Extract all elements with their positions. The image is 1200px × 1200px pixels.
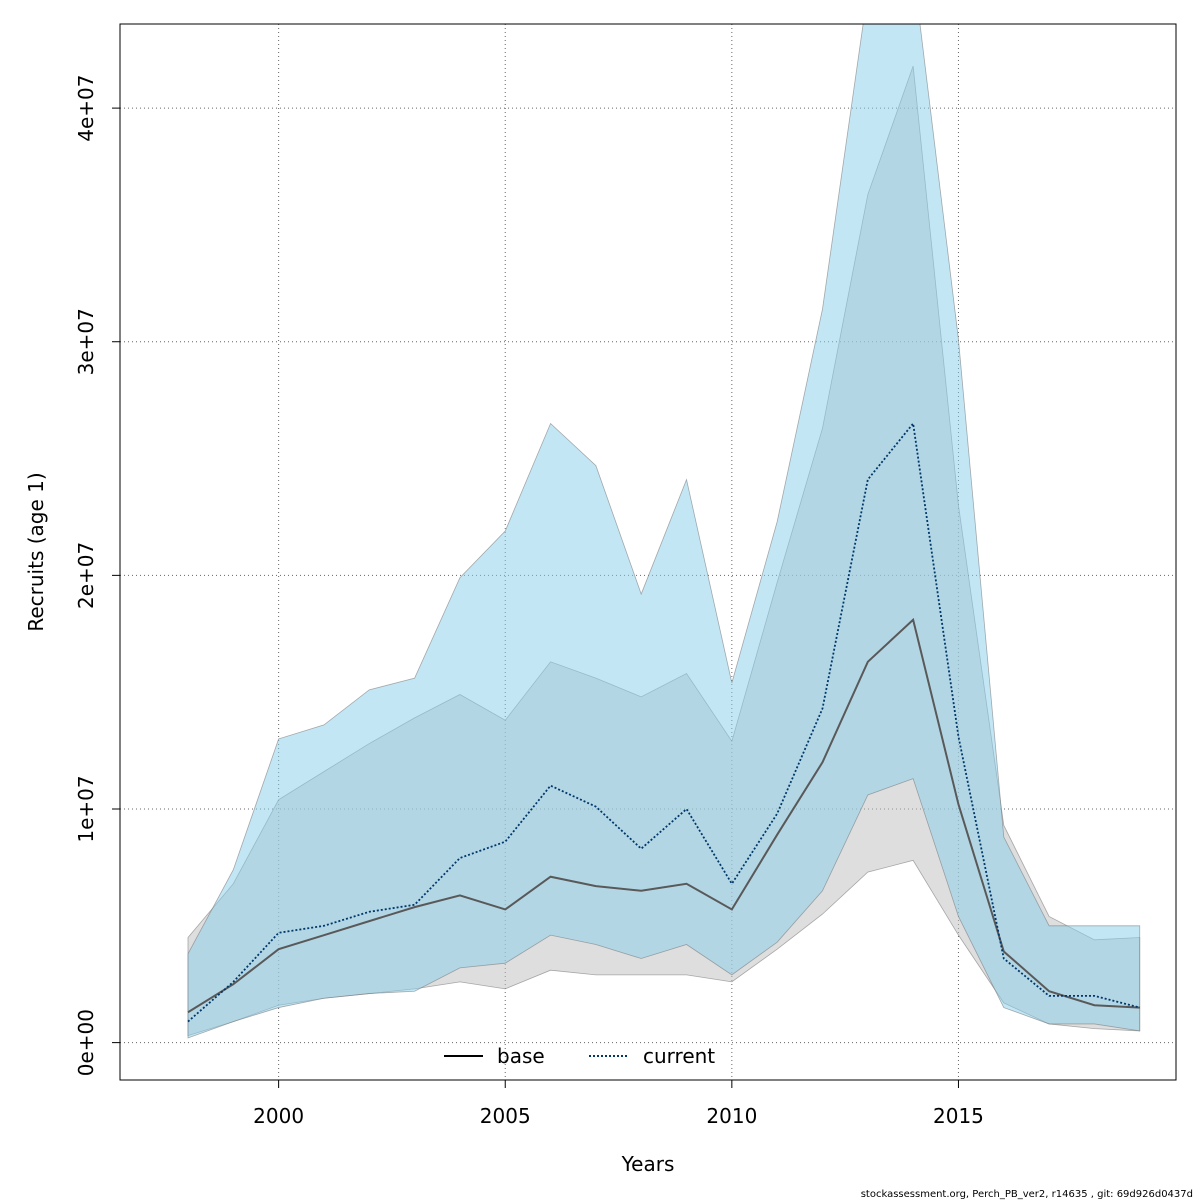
legend-label-current: current	[643, 1044, 715, 1068]
band-current	[187, 24, 1141, 1039]
x-axis-title: Years	[621, 1152, 675, 1176]
line-base	[187, 617, 1140, 1014]
y-tick-label: 2e+07	[74, 542, 98, 609]
y-tick-label: 1e+07	[74, 775, 98, 842]
confidence-bands	[187, 24, 1141, 1039]
plot-frame	[119, 23, 1177, 1081]
legend: base current	[444, 1044, 715, 1068]
series-lines	[187, 421, 1140, 1023]
y-axis-title: Recruits (age 1)	[24, 472, 48, 631]
x-tick-label: 2015	[933, 1104, 984, 1128]
y-tick-label: 0e+00	[74, 1009, 98, 1076]
y-tick-label: 4e+07	[74, 74, 98, 141]
line-current	[187, 421, 1140, 1023]
y-tick-label: 3e+07	[74, 308, 98, 375]
x-tick-label: 2010	[706, 1104, 757, 1128]
x-axis: 2000 2005 2010 2015	[253, 1080, 984, 1128]
footer-credit: stockassessment.org, Perch_PB_ver2, r146…	[861, 1189, 1193, 1200]
x-tick-label: 2005	[480, 1104, 531, 1128]
x-tick-label: 2000	[253, 1104, 304, 1128]
legend-label-base: base	[497, 1044, 545, 1068]
y-axis: 0e+00 1e+07 2e+07 3e+07 4e+07	[74, 74, 120, 1076]
